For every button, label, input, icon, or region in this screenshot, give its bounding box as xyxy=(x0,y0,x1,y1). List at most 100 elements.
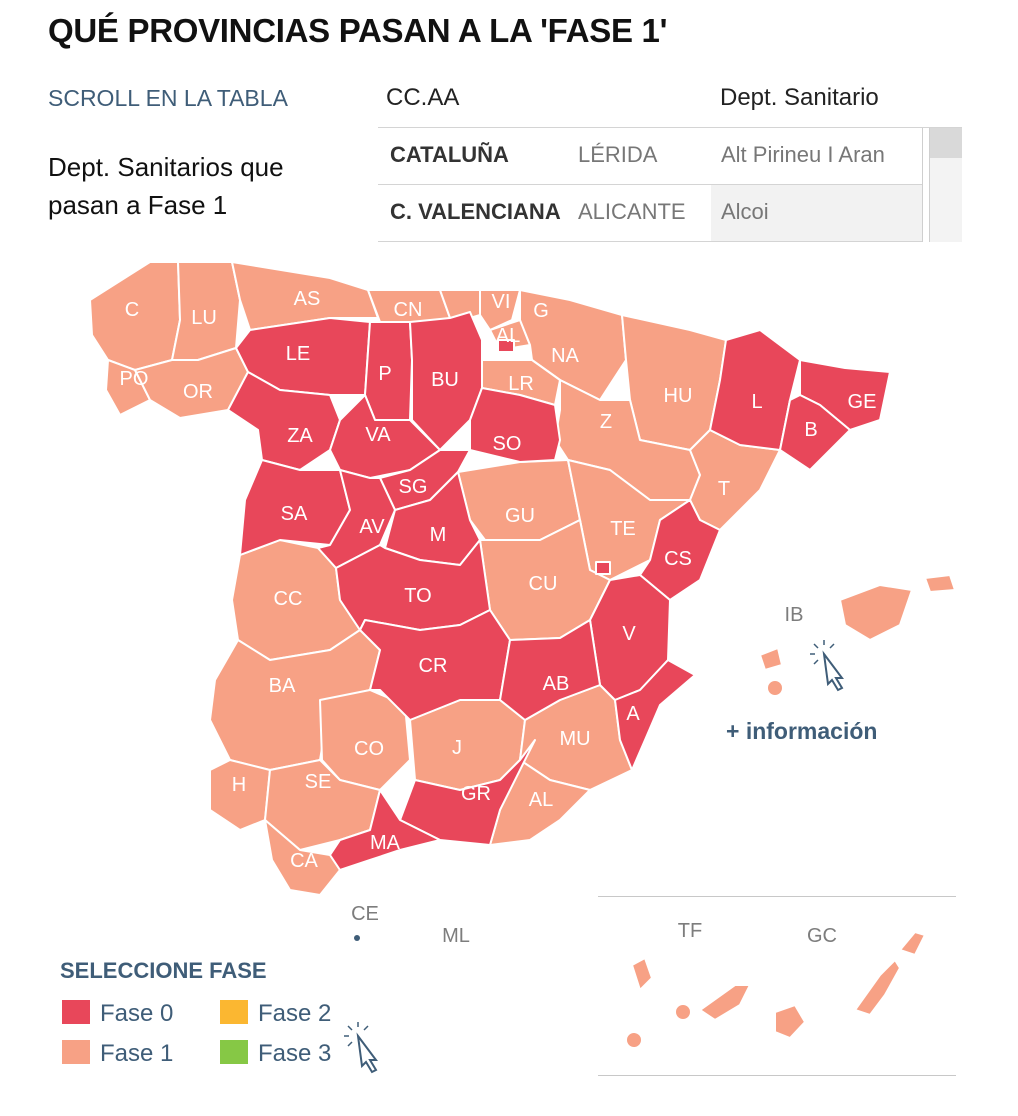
label-cr: CR xyxy=(419,655,448,677)
label-le: LE xyxy=(286,343,310,365)
province-ca[interactable] xyxy=(264,819,341,896)
label-gc: GC xyxy=(807,925,837,947)
island-menorca[interactable] xyxy=(924,574,956,593)
legend-fase-1[interactable]: Fase 1 xyxy=(62,1040,173,1068)
label-ib: IB xyxy=(785,604,804,626)
label-so: SO xyxy=(493,433,522,455)
province-a[interactable] xyxy=(614,659,696,771)
label-ml: ML xyxy=(442,925,470,947)
label-b: B xyxy=(804,419,817,441)
label-gr: GR xyxy=(461,783,491,805)
province-co[interactable] xyxy=(319,689,411,791)
legend-swatch xyxy=(220,1000,248,1024)
header-ccaa[interactable]: CC.AA xyxy=(386,84,460,111)
label-co: CO xyxy=(354,738,384,760)
legend-fase-2[interactable]: Fase 2 xyxy=(220,1000,331,1028)
label-av: AV xyxy=(359,516,385,538)
table-row[interactable]: C. VALENCIANA ALICANTE Alcoi xyxy=(378,185,922,242)
label-ge: GE xyxy=(848,391,877,413)
column-divider xyxy=(922,128,930,242)
label-a: A xyxy=(626,703,640,725)
row-highlight xyxy=(711,185,922,241)
label-po: PO xyxy=(120,368,149,390)
label-lr: LR xyxy=(508,373,534,395)
label-p: P xyxy=(378,363,391,385)
cell-province: LÉRIDA xyxy=(578,142,658,167)
cell-province: ALICANTE xyxy=(578,199,686,224)
canarias-inset-frame xyxy=(598,896,956,1076)
scroll-hint: SCROLL EN LA TABLA xyxy=(48,85,288,111)
enclave-rincon[interactable] xyxy=(595,561,611,575)
more-info-link[interactable]: + información xyxy=(726,718,878,744)
province-so[interactable] xyxy=(469,387,561,463)
label-ma: MA xyxy=(370,832,401,854)
island-hierro[interactable] xyxy=(625,1031,643,1049)
label-mu: MU xyxy=(559,728,590,750)
label-h: H xyxy=(232,774,246,796)
label-ba: BA xyxy=(269,675,296,697)
label-va: VA xyxy=(365,424,391,446)
table-row[interactable]: CATALUÑA LÉRIDA Alt Pirineu I Aran xyxy=(378,128,922,185)
label-z: Z xyxy=(600,411,612,433)
label-ab: AB xyxy=(543,673,570,695)
cursor-click-icon xyxy=(344,1022,378,1074)
label-vi: VI xyxy=(492,291,511,313)
province-ab[interactable] xyxy=(499,619,601,721)
island-gomera[interactable] xyxy=(674,1003,692,1021)
island-gran-canaria[interactable] xyxy=(774,1004,806,1039)
page-title: QUÉ PROVINCIAS PASAN A LA 'FASE 1' xyxy=(48,12,668,49)
province-po[interactable] xyxy=(105,359,151,416)
label-lu: LU xyxy=(191,307,217,329)
subtitle: Dept. Sanitarios que pasan a Fase 1 xyxy=(48,152,284,220)
label-v: V xyxy=(622,623,636,645)
legend-swatch xyxy=(220,1040,248,1064)
ceuta-marker[interactable] xyxy=(354,935,360,941)
province-cs[interactable] xyxy=(639,499,721,601)
legend-label: Fase 3 xyxy=(258,1040,332,1067)
island-la-palma[interactable] xyxy=(631,957,653,991)
label-bu: BU xyxy=(431,369,459,391)
label-or: OR xyxy=(183,381,213,403)
enclave-trevino[interactable] xyxy=(497,339,515,353)
legend-swatch xyxy=(62,1040,90,1064)
province-cr[interactable] xyxy=(359,609,511,721)
label-cc: CC xyxy=(274,588,303,610)
label-c: C xyxy=(125,299,139,321)
label-t: T xyxy=(718,478,730,500)
province-b[interactable] xyxy=(779,394,851,471)
label-as: AS xyxy=(294,288,321,310)
label-ca: CA xyxy=(290,850,318,872)
label-m: M xyxy=(430,524,447,546)
province-ma[interactable] xyxy=(329,789,441,871)
label-cs: CS xyxy=(664,548,692,570)
legend-fase-3[interactable]: Fase 3 xyxy=(220,1040,331,1068)
label-na: NA xyxy=(551,345,579,367)
province-labels: C LU AS CN VI G AL NA PO OR LE P BU LR H… xyxy=(120,288,877,947)
island-lanzarote[interactable] xyxy=(899,931,926,956)
legend-fase-0[interactable]: Fase 0 xyxy=(62,1000,173,1028)
label-gu: GU xyxy=(505,505,535,527)
cell-dept: Alt Pirineu I Aran xyxy=(721,142,885,167)
cell-dept: Alcoi xyxy=(721,199,769,224)
cursor-click-icon xyxy=(810,640,844,692)
legend-title: SELECCIONE FASE xyxy=(60,958,267,983)
scrollbar-thumb[interactable] xyxy=(930,128,962,158)
island-tenerife[interactable] xyxy=(699,984,751,1021)
island-ibiza[interactable] xyxy=(759,647,783,671)
island-formentera[interactable] xyxy=(766,679,784,697)
label-te: TE xyxy=(610,518,636,540)
header-dept[interactable]: Dept. Sanitario xyxy=(720,84,879,111)
label-za: ZA xyxy=(287,425,313,447)
cell-ccaa: CATALUÑA xyxy=(390,142,509,167)
departments-table[interactable]: CATALUÑA LÉRIDA Alt Pirineu I Aran C. VA… xyxy=(378,127,962,242)
label-tf: TF xyxy=(678,920,702,942)
table-scrollbar[interactable] xyxy=(930,128,962,242)
island-fuerteventura[interactable] xyxy=(854,959,901,1016)
label-g: G xyxy=(533,300,549,322)
label-ce: CE xyxy=(351,903,379,925)
province-ib[interactable] xyxy=(839,584,913,641)
label-to: TO xyxy=(404,585,431,607)
province-as[interactable] xyxy=(231,261,379,331)
label-l: L xyxy=(751,391,762,413)
